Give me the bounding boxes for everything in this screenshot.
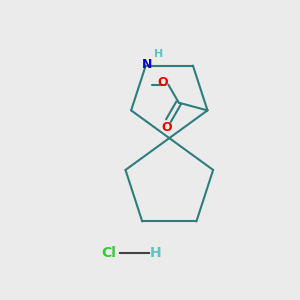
Text: H: H	[150, 245, 162, 260]
Text: Cl: Cl	[101, 245, 116, 260]
Text: H: H	[154, 49, 164, 59]
Text: N: N	[142, 58, 152, 70]
Text: O: O	[158, 76, 168, 89]
Text: O: O	[162, 121, 172, 134]
